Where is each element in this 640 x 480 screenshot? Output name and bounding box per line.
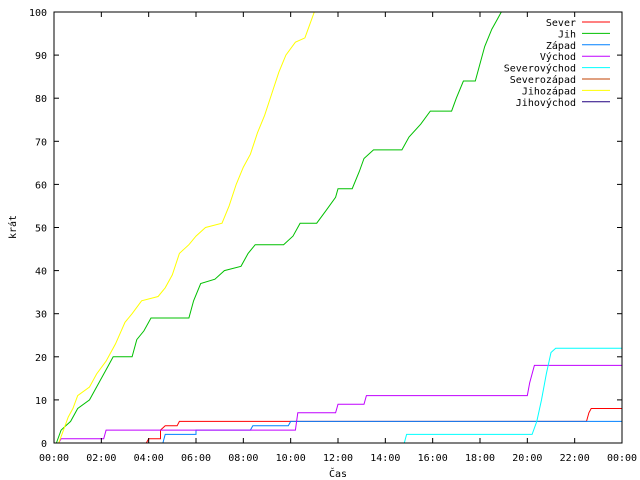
legend-label: Jih (558, 29, 576, 40)
x-tick-label: 04:00 (134, 453, 164, 464)
x-axis-label: Čas (329, 467, 347, 480)
x-tick-label: 10:00 (276, 453, 306, 464)
series-line-západ (162, 420, 622, 444)
y-tick-label: 50 (35, 224, 47, 235)
legend-label: Západ (546, 40, 576, 52)
series-layer (55, 11, 622, 444)
y-tick-label: 20 (35, 353, 47, 364)
y-tick-label: 0 (41, 439, 47, 450)
y-tick-label: 100 (29, 8, 47, 19)
y-tick-label: 70 (35, 137, 47, 148)
legend-label: Severozápad (510, 74, 576, 86)
series-line-sever (145, 408, 622, 444)
legend: SeverJihZápadVýchodSeverovýchodSeverozáp… (504, 18, 610, 109)
legend-label: Východ (540, 51, 576, 63)
legend-label: Jihozápad (522, 85, 576, 97)
y-axis-label: krát (7, 215, 19, 239)
y-tick-label: 60 (35, 180, 47, 191)
x-tick-label: 06:00 (181, 453, 211, 464)
x-tick-label: 00:00 (39, 453, 69, 464)
series-line-severovýchod (403, 347, 622, 444)
y-tick-label: 80 (35, 94, 47, 105)
legend-label: Severovýchod (504, 63, 576, 75)
series-line-jihozápad (58, 11, 315, 444)
y-tick-label: 10 (35, 396, 47, 407)
x-tick-label: 02:00 (86, 453, 116, 464)
x-tick-label: 22:00 (560, 453, 590, 464)
series-line-jih (55, 11, 502, 444)
x-tick-label: 16:00 (418, 453, 448, 464)
x-tick-label: 14:00 (370, 453, 400, 464)
x-tick-label: 00:00 (607, 453, 637, 464)
x-tick-label: 20:00 (512, 453, 542, 464)
series-line-východ (58, 364, 622, 444)
x-tick-label: 18:00 (465, 453, 495, 464)
x-tick-label: 08:00 (228, 453, 258, 464)
legend-label: Sever (546, 18, 576, 29)
legend-label: Jihovýchod (516, 97, 576, 109)
y-tick-label: 40 (35, 267, 47, 278)
y-tick-label: 90 (35, 51, 47, 62)
y-tick-label: 30 (35, 310, 47, 321)
tick-layer: 00:00 02:00 04:00 06:00 08:00 10:00 12:00 14:00… (29, 8, 637, 464)
x-tick-label: 12:00 (323, 453, 353, 464)
